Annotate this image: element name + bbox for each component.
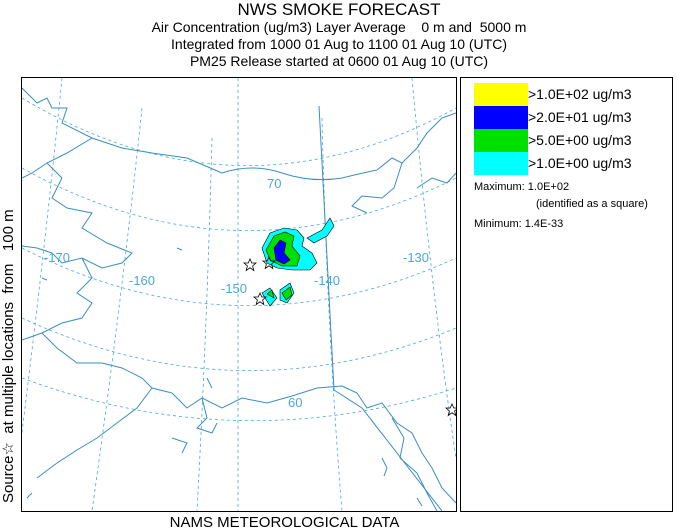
maximum-note: (identified as a square) — [536, 198, 648, 210]
legend-label: >5.0E+00 ug/m3 — [528, 132, 632, 148]
source-markers — [242, 256, 456, 417]
lat-60-label: 60 — [288, 395, 302, 410]
legend-swatch-green — [474, 129, 528, 152]
lon-130-label: -130 — [403, 250, 429, 265]
star-icon — [242, 258, 258, 272]
plume-blue — [273, 239, 291, 265]
concentration-description: Air Concentration (ug/m3) Layer Average … — [151, 19, 527, 35]
lon-160-label: -160 — [129, 273, 155, 288]
smoke-map: -170 -160 -150 -140 -130 70 60 — [21, 77, 457, 512]
source-location-label: Source☆ at multiple locations from 100 m — [0, 209, 17, 503]
legend-label: >2.0E+01 ug/m3 — [528, 109, 632, 125]
lat-70-label: 70 — [267, 176, 281, 191]
legend-swatch-yellow — [474, 83, 528, 106]
coastline — [22, 87, 456, 511]
legend-item-blue: >2.0E+01 ug/m3 — [474, 106, 669, 129]
lon-150-label: -150 — [221, 281, 247, 296]
legend-label: >1.0E+02 ug/m3 — [528, 86, 632, 102]
legend-item-cyan: >1.0E+00 ug/m3 — [474, 152, 669, 175]
graticule — [22, 78, 456, 511]
smoke-plume — [261, 217, 335, 307]
legend-item-yellow: >1.0E+02 ug/m3 — [474, 83, 669, 106]
plume-green-south — [266, 286, 293, 301]
legend-swatch-cyan — [474, 152, 528, 175]
integration-period: Integrated from 1000 01 Aug to 1100 01 A… — [171, 36, 507, 52]
minimum-value: Minimum: 1.4E-33 — [474, 218, 564, 230]
forecast-title: NWS SMOKE FORECAST — [237, 0, 441, 19]
star-icon — [252, 292, 268, 306]
star-icon — [261, 256, 277, 270]
maximum-value: Maximum: 1.0E+02 — [474, 181, 570, 193]
lon-170-label: -170 — [44, 250, 70, 265]
legend-swatch-blue — [474, 106, 528, 129]
islands — [41, 247, 423, 507]
star-icon — [444, 403, 456, 417]
release-start: PM25 Release started at 0600 01 Aug 10 (… — [189, 53, 489, 69]
legend-item-green: >5.0E+00 ug/m3 — [474, 129, 669, 152]
plume-cyan-northeast — [306, 217, 335, 244]
data-source-footer: NAMS METEOROLOGICAL DATA — [169, 514, 400, 531]
lon-140-label: -140 — [314, 273, 340, 288]
legend-label: >1.0E+00 ug/m3 — [528, 155, 632, 171]
legend-panel: >1.0E+02 ug/m3 >2.0E+01 ug/m3 >5.0E+00 u… — [460, 77, 673, 512]
